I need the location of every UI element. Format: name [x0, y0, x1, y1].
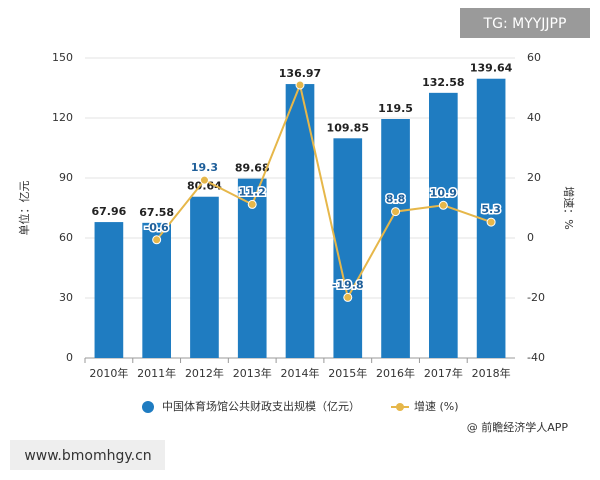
growth-point: [199, 175, 209, 185]
y-tick-label: 0: [66, 351, 73, 364]
growth-point: [295, 80, 305, 90]
x-tick-label: 2012年: [185, 366, 224, 380]
y2-tick-label: -40: [527, 351, 545, 364]
growth-value-label: -19.8: [332, 278, 364, 291]
growth-point: [343, 292, 353, 302]
x-tick-label: 2015年: [328, 366, 367, 380]
x-tick-label: 2013年: [233, 366, 272, 380]
growth-value-label: 8.8: [386, 193, 406, 206]
growth-point: [438, 200, 448, 210]
website-box: [10, 440, 165, 470]
bar-value-label: 119.5: [378, 102, 413, 115]
y-tick-label: 60: [59, 231, 73, 244]
y2-tick-label: 20: [527, 171, 541, 184]
growth-value-label: 5.3: [481, 203, 501, 216]
growth-point: [247, 199, 257, 209]
legend-marker: [396, 403, 404, 411]
x-tick-label: 2016年: [376, 366, 415, 380]
x-tick-label: 2014年: [281, 366, 320, 380]
bar: [142, 222, 171, 358]
legend-label: 增速 (%): [414, 399, 459, 413]
bar: [94, 222, 124, 358]
growth-point: [152, 235, 162, 245]
growth-value-label: 11.2: [239, 185, 266, 198]
y-axis-label: 单位：亿元: [17, 181, 31, 236]
growth-line: [155, 81, 492, 301]
y2-tick-label: 0: [527, 231, 534, 244]
y-tick-label: 150: [52, 51, 73, 64]
y2-tick-label: -20: [527, 291, 545, 304]
bar: [381, 119, 410, 358]
growth-value-label: 19.3: [191, 161, 218, 174]
tag-box: [460, 8, 590, 38]
x-tick-label: 2017年: [424, 366, 463, 380]
bar-value-label: 136.97: [279, 67, 321, 80]
y2-tick-label: 40: [527, 111, 541, 124]
bar-value-label: 132.58: [422, 76, 464, 89]
x-tick-label: 2010年: [89, 366, 128, 380]
legend-label: 中国体育场馆公共财政支出规模（亿元）: [162, 399, 360, 413]
bar-value-label: 67.58: [139, 206, 174, 219]
bar-value-label: 109.85: [327, 121, 369, 134]
bar: [429, 92, 458, 358]
growth-value-label: 10.9: [430, 186, 457, 199]
y2-tick-label: 60: [527, 51, 541, 64]
growth-value-label: -0.6: [145, 221, 169, 234]
bar-value-label: 139.64: [470, 62, 513, 75]
bar-value-label: 67.96: [91, 205, 126, 218]
legend-marker: [142, 401, 154, 413]
source: @ 前瞻经济学人APP: [467, 420, 569, 434]
website: www.bmomhgy.cn: [24, 448, 151, 464]
y2-axis-label: 增速：%: [562, 186, 576, 229]
tag-text: TG: MYYJJPP: [483, 16, 567, 32]
y-tick-label: 90: [59, 171, 73, 184]
bar-value-label: 89.68: [235, 162, 270, 175]
bar: [190, 196, 219, 358]
y-tick-label: 120: [52, 111, 73, 124]
bar: [333, 138, 363, 358]
growth-point: [486, 217, 496, 227]
y-tick-label: 30: [59, 291, 73, 304]
growth-point: [391, 207, 401, 217]
x-tick-label: 2018年: [472, 366, 511, 380]
x-tick-label: 2011年: [137, 366, 176, 380]
